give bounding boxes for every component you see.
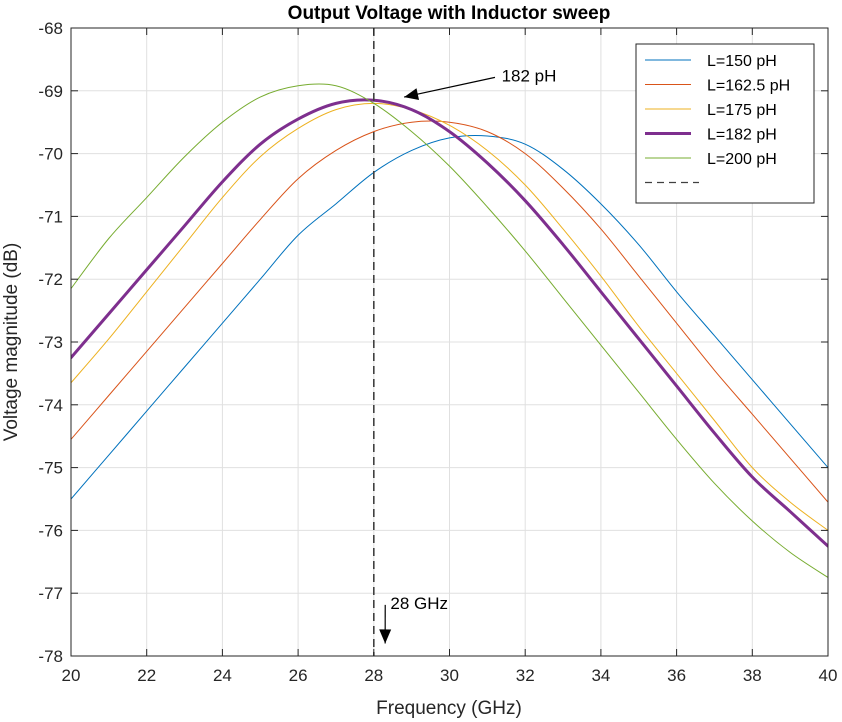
y-tick-label: -69 [38, 82, 63, 101]
x-tick-label: 32 [516, 666, 535, 685]
x-tick-label: 36 [667, 666, 686, 685]
x-tick-label: 26 [289, 666, 308, 685]
legend-label-5: L=200 pH [707, 151, 777, 168]
x-tick-label: 30 [440, 666, 459, 685]
tick-labels: 20 22 24 26 28 30 32 34 36 38 40 -68 -69 -70 -71 -72 -73… [38, 19, 837, 685]
x-axis-label: Frequency (GHz) [376, 698, 522, 719]
series-group [71, 83, 828, 578]
annotation-arrowhead-1 [404, 88, 420, 100]
annotation-arrowhead-2 [379, 629, 392, 644]
y-tick-label: -74 [38, 396, 63, 415]
legend-items: L=150 pH L=162.5 pH L=175 pH L=182 pH L=200 … [645, 53, 790, 184]
legend-label-4: L=182 pH [707, 127, 777, 144]
annotation-text-2: 28 GHz [390, 594, 448, 613]
y-tick-label: -72 [38, 270, 63, 289]
legend: L=150 pH L=162.5 pH L=175 pH L=182 pH L=200 … [635, 43, 815, 204]
x-tick-label: 28 [364, 666, 383, 685]
x-tick-label: 40 [819, 666, 838, 685]
legend-label-3: L=175 pH [707, 102, 777, 119]
x-tick-label: 22 [137, 666, 156, 685]
y-tick-label: -68 [38, 19, 63, 38]
x-tick-label: 24 [213, 666, 232, 685]
y-axis-label: Voltage magnitude (dB) [1, 243, 22, 442]
y-tick-label: -75 [38, 459, 63, 478]
legend-box [635, 43, 815, 204]
chart-title: Output Voltage with Inductor sweep [288, 3, 611, 24]
series-line-2 [71, 120, 828, 503]
y-tick-label: -76 [38, 521, 63, 540]
y-tick-label: -71 [38, 207, 63, 226]
ticks [70, 27, 829, 657]
series-line-1 [71, 135, 828, 500]
x-tick-label: 20 [62, 666, 81, 685]
y-tick-label: -70 [38, 145, 63, 164]
y-tick-label: -78 [38, 647, 63, 666]
y-tick-label: -73 [38, 333, 63, 352]
x-tick-label: 34 [591, 666, 610, 685]
series-line-4 [71, 98, 828, 548]
annotation-arrow-line-1 [403, 76, 496, 98]
legend-label-2: L=162.5 pH [707, 78, 790, 95]
annotation-text-1: 182 pH [502, 66, 557, 85]
x-tick-label: 38 [743, 666, 762, 685]
series-line-3 [71, 102, 828, 531]
legend-label-1: L=150 pH [707, 53, 777, 70]
annotations: 182 pH 28 GHz [379, 66, 557, 644]
series-line-5 [71, 83, 828, 578]
y-tick-label: -77 [38, 584, 63, 603]
